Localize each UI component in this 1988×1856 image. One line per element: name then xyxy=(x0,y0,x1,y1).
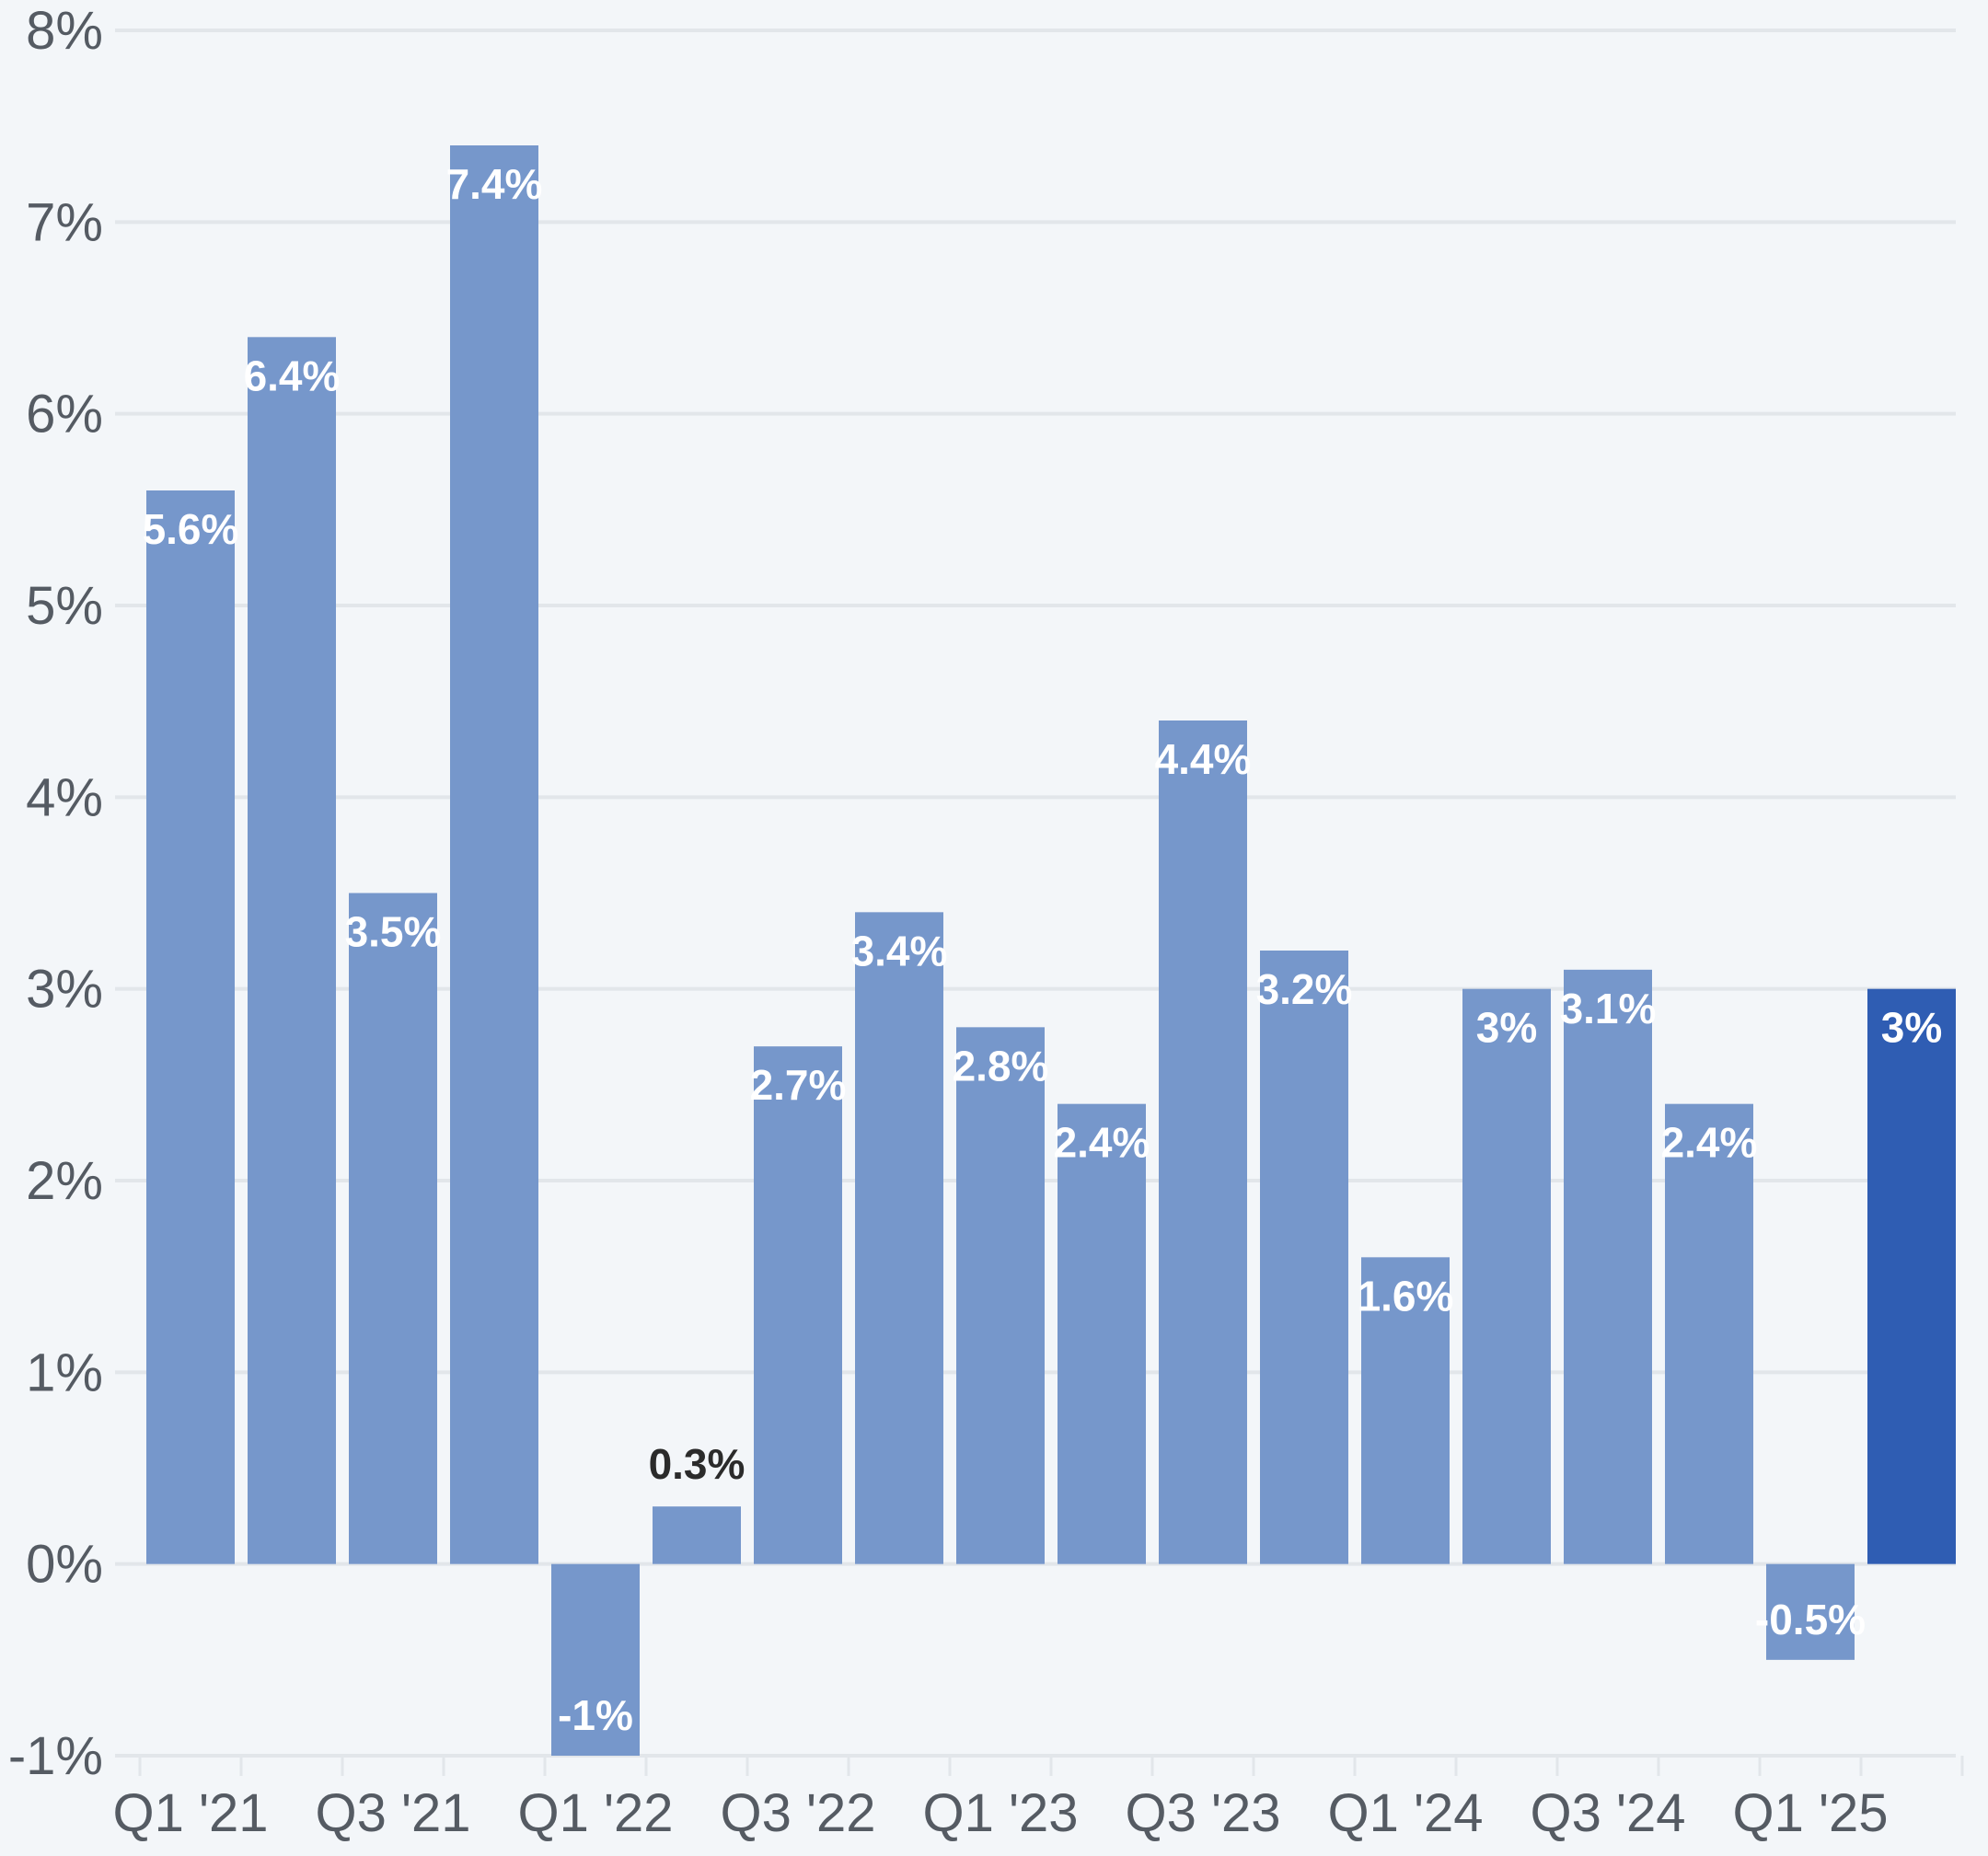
bar xyxy=(450,145,538,1564)
data-label: 4.4% xyxy=(1155,735,1252,783)
data-label: 0.3% xyxy=(649,1440,746,1488)
bar xyxy=(956,1027,1045,1564)
bar xyxy=(855,912,943,1564)
bar xyxy=(551,1563,640,1756)
y-tick-label: 2% xyxy=(26,1151,103,1211)
y-tick-label: 6% xyxy=(26,385,103,444)
x-tick-label: Q1 '22 xyxy=(517,1783,673,1843)
x-tick-label: Q1 '23 xyxy=(922,1783,1078,1843)
y-tick-label: 5% xyxy=(26,576,103,636)
bars xyxy=(146,145,1956,1756)
bar xyxy=(1058,1103,1146,1564)
data-label: 3.1% xyxy=(1560,985,1657,1032)
y-tick-label: -1% xyxy=(8,1726,103,1786)
y-tick-label: 1% xyxy=(26,1343,103,1402)
data-label: -1% xyxy=(558,1691,633,1739)
y-tick-label: 0% xyxy=(26,1535,103,1595)
y-tick-label: 8% xyxy=(26,1,103,61)
bar xyxy=(1564,969,1652,1564)
x-tick-label: Q3 '21 xyxy=(315,1783,470,1843)
bar xyxy=(349,893,437,1564)
bar xyxy=(146,490,235,1564)
x-tick-label: Q1 '24 xyxy=(1327,1783,1483,1843)
data-label: 3% xyxy=(1881,1004,1942,1052)
data-label: 3% xyxy=(1476,1004,1537,1052)
bar xyxy=(1665,1103,1753,1564)
data-label: 2.4% xyxy=(1054,1119,1150,1167)
data-label: 3.5% xyxy=(345,908,442,956)
bar xyxy=(754,1046,842,1564)
x-tick-label: Q1 '25 xyxy=(1732,1783,1888,1843)
data-label: 5.6% xyxy=(143,505,239,553)
data-label: 2.8% xyxy=(953,1042,1049,1089)
y-axis: -1% 0% 1% 2% 3% 4% 5% 6% 7% 8% xyxy=(8,1,103,1786)
data-label: 1.6% xyxy=(1358,1272,1454,1320)
data-label: 2.7% xyxy=(750,1061,847,1109)
x-tick-label: Q3 '22 xyxy=(720,1783,875,1843)
y-tick-label: 7% xyxy=(26,192,103,252)
bar xyxy=(1462,988,1551,1564)
data-label: 3.2% xyxy=(1256,965,1353,1013)
data-labels: 5.6%6.4%3.5%7.4%-1%0.3%2.7%3.4%2.8%2.4%4… xyxy=(143,160,1943,1739)
x-axis: Q1 '21 Q3 '21 Q1 '22 Q3 '22 Q1 '23 Q3 '23 Q1 '… xyxy=(112,1756,1964,1843)
x-tick-label: Q3 '24 xyxy=(1530,1783,1685,1843)
bar xyxy=(1867,988,1956,1564)
bar xyxy=(248,337,336,1564)
data-label: -0.5% xyxy=(1755,1596,1866,1643)
x-tick-label: Q3 '23 xyxy=(1125,1783,1280,1843)
data-label: 6.4% xyxy=(244,352,341,399)
bar xyxy=(1361,1257,1450,1564)
bar xyxy=(1159,720,1247,1564)
x-tick-label: Q1 '21 xyxy=(112,1783,268,1843)
y-tick-label: 3% xyxy=(26,960,103,1020)
data-label: 2.4% xyxy=(1661,1119,1758,1167)
bar xyxy=(1260,951,1348,1564)
data-label: 3.4% xyxy=(851,927,948,974)
bar xyxy=(653,1506,741,1564)
y-tick-label: 4% xyxy=(26,767,103,827)
data-label: 7.4% xyxy=(446,160,543,208)
bar xyxy=(1766,1563,1855,1660)
